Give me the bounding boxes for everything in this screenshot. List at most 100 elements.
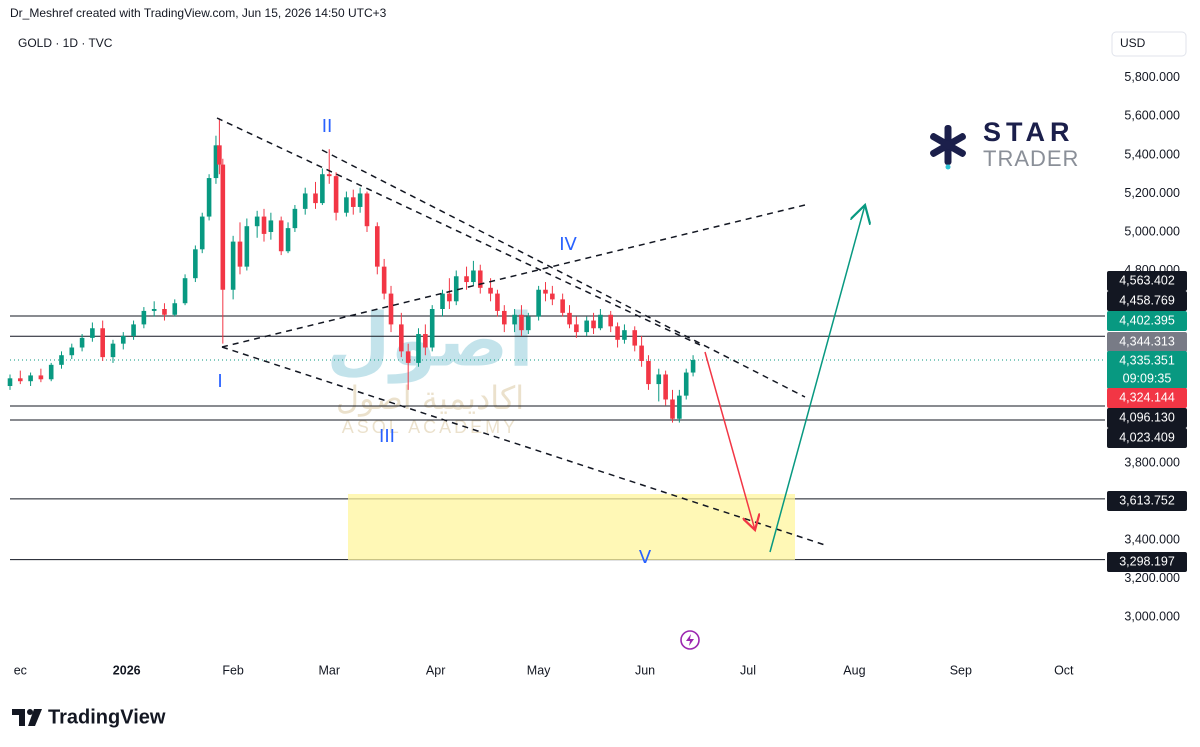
y-tick-label: 5,800.000 xyxy=(1124,70,1180,84)
price-label-box xyxy=(1107,491,1187,511)
candle-body xyxy=(683,372,689,396)
x-tick-label: 2026 xyxy=(113,663,141,677)
candle-body xyxy=(220,164,226,290)
candle-body xyxy=(622,330,627,340)
candle-body xyxy=(690,360,696,373)
candle-body xyxy=(488,287,493,294)
candle-body xyxy=(501,310,507,325)
candle-body xyxy=(608,314,614,327)
price-label-box xyxy=(1107,351,1187,389)
candle-body xyxy=(598,314,603,329)
candle-body xyxy=(526,316,531,331)
symbol: GOLD · 1D · TVC xyxy=(18,36,113,50)
candle-body xyxy=(536,289,541,317)
candle-body xyxy=(567,312,572,325)
candle-body xyxy=(79,337,85,348)
price-label: 4,344.313 xyxy=(1119,334,1175,348)
candle-body xyxy=(17,378,23,382)
candle-body xyxy=(193,249,198,279)
candle-body xyxy=(357,193,363,207)
candle-body xyxy=(151,308,157,311)
up-arrow xyxy=(769,205,865,553)
candle-body xyxy=(416,334,421,363)
y-tick-label: 5,600.000 xyxy=(1124,109,1180,123)
target-zone xyxy=(348,494,795,560)
price-label-box xyxy=(1107,552,1187,572)
price-label-box xyxy=(1107,291,1187,311)
currency-box[interactable] xyxy=(1111,31,1187,57)
wave-label: I xyxy=(217,371,222,392)
candle-body xyxy=(120,335,126,344)
events-icon[interactable] xyxy=(680,630,700,650)
candle-body xyxy=(453,276,459,302)
candle-body xyxy=(237,241,243,267)
candle-body xyxy=(399,324,404,352)
brand: TradingView xyxy=(48,706,166,728)
price-label-box xyxy=(1107,408,1187,428)
candle-body xyxy=(333,176,339,213)
candle-body xyxy=(464,276,469,283)
candle-body xyxy=(230,241,236,290)
candle-body xyxy=(141,310,147,325)
candle-body xyxy=(429,308,435,348)
x-tick-label: Jun xyxy=(635,663,655,677)
axes: 3,000.000 3,200.000 3,400.000 3,800.000 4,80… xyxy=(14,70,1180,677)
wave-label: IV xyxy=(559,234,577,255)
x-tick-label: Apr xyxy=(426,663,445,677)
y-tick-label: 3,400.000 xyxy=(1124,532,1180,546)
candle-body xyxy=(254,216,260,227)
down-arrow xyxy=(704,351,755,530)
price-label: 4,563.402 xyxy=(1119,273,1175,287)
price-label-box xyxy=(1107,428,1187,448)
price-label: 3,613.752 xyxy=(1119,493,1175,507)
trendline xyxy=(216,117,701,346)
y-tick-label: 4,800.000 xyxy=(1124,263,1180,277)
candle-body xyxy=(550,293,555,300)
candle-body xyxy=(677,395,682,419)
candle-body xyxy=(423,334,428,348)
candle-body xyxy=(28,375,33,382)
candle-body xyxy=(100,328,105,358)
wave-label: V xyxy=(639,547,652,568)
currency[interactable]: USD xyxy=(1120,36,1146,50)
candle-body xyxy=(206,178,212,217)
candle-body xyxy=(405,351,411,363)
candle-body xyxy=(213,145,219,179)
trendline xyxy=(221,346,826,546)
countdown: 09:09:35 xyxy=(1123,371,1172,385)
candle-body xyxy=(495,293,500,311)
candle-body xyxy=(632,330,638,346)
candle-body xyxy=(477,270,483,288)
tradingview-logo: TradingView xyxy=(12,706,166,728)
candle-body xyxy=(38,375,44,380)
trendlines xyxy=(216,117,826,546)
y-tick-label: 3,200.000 xyxy=(1124,571,1180,585)
wave-label: II xyxy=(322,116,333,137)
candle-body xyxy=(302,193,308,209)
candle-body xyxy=(261,216,267,234)
x-tick-label: Oct xyxy=(1054,663,1074,677)
price-label-box xyxy=(1107,271,1187,291)
candle-body xyxy=(59,355,64,365)
price-label: 3,298.197 xyxy=(1119,554,1175,568)
price-label: 4,458.769 xyxy=(1119,293,1175,307)
candle-body xyxy=(364,193,370,227)
candle-body xyxy=(48,364,54,380)
trendline xyxy=(321,149,806,398)
candle-body xyxy=(584,320,589,333)
brand-trader: TRADER xyxy=(983,146,1079,171)
price-label-box xyxy=(1107,311,1187,331)
candle-body xyxy=(292,208,298,229)
candle-body xyxy=(447,293,452,302)
x-tick-label: ec xyxy=(14,663,27,677)
candle-body xyxy=(560,299,565,313)
x-tick-label: Jul xyxy=(740,663,756,677)
candle-body xyxy=(646,360,651,385)
watermark-text: ASOL ACADEMY xyxy=(342,417,518,437)
candle-body xyxy=(512,314,517,325)
candle-body xyxy=(313,193,318,204)
price-label: 4,324.144 xyxy=(1119,390,1175,404)
wave-label: III xyxy=(379,426,395,447)
